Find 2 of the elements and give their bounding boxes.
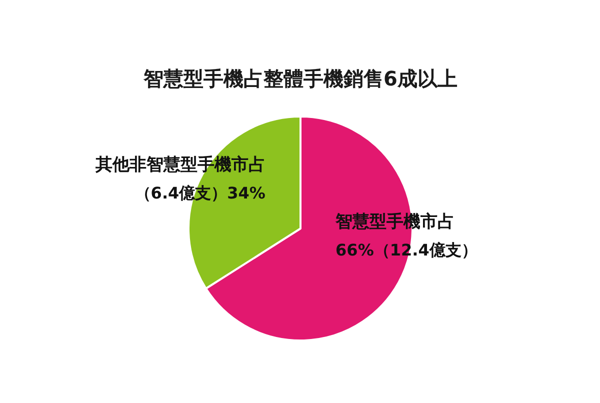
chart-title: 智慧型手機占整體手機銷售6成以上: [142, 66, 458, 90]
data-label: （6.4億支）34%: [134, 184, 266, 203]
